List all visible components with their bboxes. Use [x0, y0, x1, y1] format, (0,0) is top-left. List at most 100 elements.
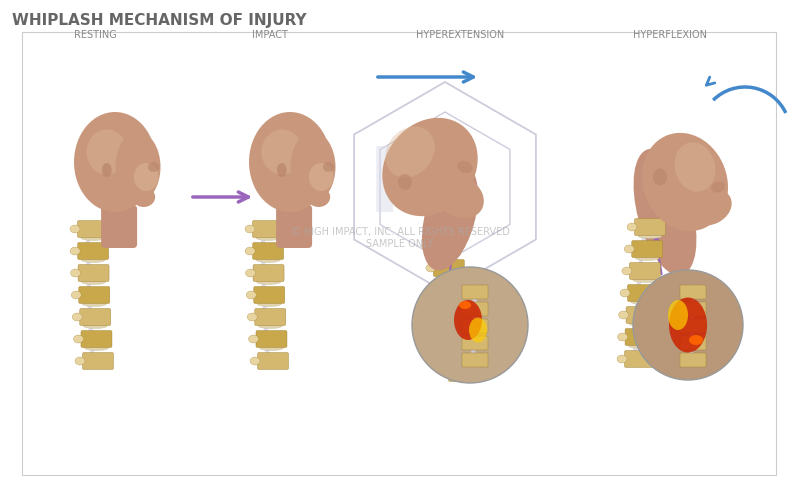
- FancyBboxPatch shape: [258, 353, 289, 370]
- Ellipse shape: [258, 323, 282, 329]
- Ellipse shape: [277, 163, 286, 177]
- FancyBboxPatch shape: [254, 308, 286, 325]
- Ellipse shape: [469, 318, 487, 342]
- Ellipse shape: [262, 130, 302, 174]
- Ellipse shape: [70, 225, 80, 233]
- FancyBboxPatch shape: [443, 322, 474, 339]
- Ellipse shape: [433, 253, 457, 258]
- Text: HYPERFLEXION: HYPERFLEXION: [633, 30, 707, 40]
- Ellipse shape: [398, 174, 412, 190]
- FancyBboxPatch shape: [437, 281, 468, 298]
- Ellipse shape: [245, 225, 255, 233]
- FancyBboxPatch shape: [78, 243, 109, 260]
- FancyBboxPatch shape: [82, 353, 114, 370]
- Ellipse shape: [249, 335, 258, 343]
- Ellipse shape: [633, 278, 657, 282]
- Ellipse shape: [148, 162, 159, 172]
- Ellipse shape: [134, 163, 158, 191]
- Ellipse shape: [669, 298, 707, 353]
- Ellipse shape: [674, 142, 715, 192]
- Ellipse shape: [433, 306, 442, 314]
- Ellipse shape: [642, 133, 728, 231]
- Ellipse shape: [382, 118, 478, 216]
- Ellipse shape: [422, 164, 478, 270]
- Ellipse shape: [634, 149, 697, 275]
- Ellipse shape: [102, 163, 112, 177]
- Ellipse shape: [653, 169, 667, 186]
- Text: WHIPLASH MECHANISM OF INJURY: WHIPLASH MECHANISM OF INJURY: [12, 13, 306, 28]
- FancyBboxPatch shape: [78, 286, 110, 303]
- Text: IMPACT: IMPACT: [252, 30, 288, 40]
- Ellipse shape: [70, 269, 81, 277]
- FancyBboxPatch shape: [276, 205, 312, 248]
- FancyBboxPatch shape: [101, 205, 137, 248]
- Ellipse shape: [323, 162, 334, 172]
- Ellipse shape: [459, 301, 471, 309]
- FancyBboxPatch shape: [680, 285, 706, 299]
- Ellipse shape: [620, 289, 630, 297]
- Ellipse shape: [444, 316, 468, 321]
- Ellipse shape: [309, 163, 334, 191]
- Text: RESTING: RESTING: [74, 30, 116, 40]
- Ellipse shape: [437, 274, 461, 279]
- FancyBboxPatch shape: [626, 306, 657, 323]
- Ellipse shape: [454, 300, 482, 340]
- Ellipse shape: [627, 223, 637, 231]
- FancyBboxPatch shape: [253, 243, 284, 260]
- FancyBboxPatch shape: [680, 302, 706, 316]
- Ellipse shape: [247, 313, 258, 321]
- Ellipse shape: [436, 176, 484, 218]
- Text: H: H: [367, 143, 442, 231]
- FancyBboxPatch shape: [430, 239, 461, 256]
- FancyBboxPatch shape: [80, 308, 110, 325]
- FancyBboxPatch shape: [434, 260, 464, 277]
- Ellipse shape: [668, 300, 688, 330]
- Ellipse shape: [81, 258, 105, 262]
- FancyBboxPatch shape: [462, 302, 488, 316]
- Ellipse shape: [81, 236, 105, 241]
- Ellipse shape: [617, 355, 627, 363]
- Ellipse shape: [82, 280, 106, 284]
- Ellipse shape: [438, 348, 449, 356]
- FancyBboxPatch shape: [22, 32, 776, 475]
- FancyBboxPatch shape: [81, 331, 112, 348]
- Ellipse shape: [430, 285, 439, 293]
- Ellipse shape: [75, 357, 85, 365]
- Text: © HIGH IMPACT, INC. ALL RIGHTS RESERVED: © HIGH IMPACT, INC. ALL RIGHTS RESERVED: [290, 227, 510, 237]
- FancyBboxPatch shape: [449, 364, 479, 381]
- FancyBboxPatch shape: [253, 264, 284, 281]
- Ellipse shape: [70, 247, 80, 255]
- Ellipse shape: [618, 333, 627, 341]
- Ellipse shape: [258, 301, 282, 306]
- Ellipse shape: [245, 247, 255, 255]
- FancyBboxPatch shape: [446, 343, 477, 360]
- Ellipse shape: [83, 323, 107, 329]
- Ellipse shape: [86, 130, 127, 174]
- FancyBboxPatch shape: [625, 351, 655, 368]
- Ellipse shape: [249, 112, 331, 212]
- Ellipse shape: [441, 295, 465, 300]
- Ellipse shape: [630, 321, 654, 326]
- FancyBboxPatch shape: [462, 285, 488, 299]
- FancyBboxPatch shape: [680, 319, 706, 333]
- Ellipse shape: [450, 358, 474, 363]
- FancyBboxPatch shape: [254, 286, 285, 303]
- FancyBboxPatch shape: [253, 221, 283, 238]
- Ellipse shape: [132, 187, 155, 207]
- Ellipse shape: [422, 243, 432, 251]
- FancyBboxPatch shape: [634, 219, 666, 236]
- Ellipse shape: [711, 181, 725, 193]
- Ellipse shape: [629, 343, 653, 349]
- Ellipse shape: [256, 258, 280, 262]
- Ellipse shape: [250, 357, 260, 365]
- Ellipse shape: [622, 267, 632, 275]
- FancyBboxPatch shape: [680, 336, 706, 350]
- FancyBboxPatch shape: [625, 329, 656, 345]
- Ellipse shape: [74, 112, 156, 212]
- Ellipse shape: [290, 132, 335, 202]
- Ellipse shape: [71, 291, 82, 299]
- Ellipse shape: [85, 345, 109, 351]
- FancyBboxPatch shape: [627, 284, 658, 301]
- Ellipse shape: [246, 291, 256, 299]
- Ellipse shape: [446, 337, 470, 342]
